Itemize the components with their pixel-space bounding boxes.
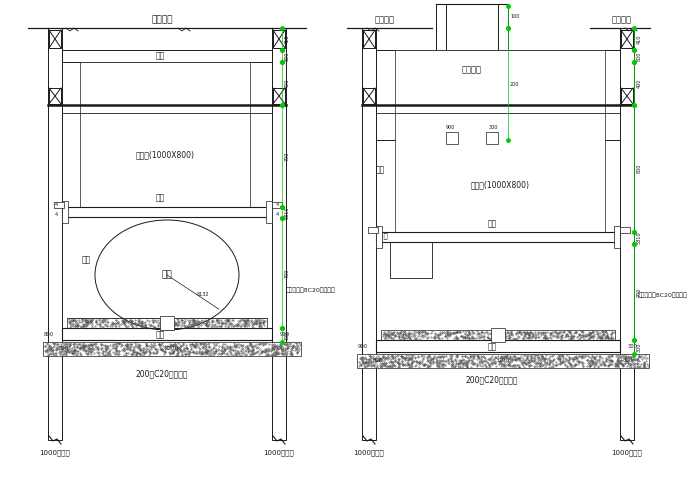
Bar [273,88,285,104]
Bar [376,232,620,242]
Bar [357,354,649,368]
Bar [621,30,633,48]
Text: 800: 800 [285,51,290,61]
Text: 700: 700 [637,287,642,297]
Text: 6132: 6132 [197,292,209,297]
Bar [62,201,68,223]
Text: 顶板: 顶板 [155,52,164,61]
Text: 自然地面: 自然地面 [151,15,173,24]
Text: 中板: 中板 [155,193,164,202]
Text: 底板: 底板 [487,342,497,351]
Text: 900: 900 [280,331,290,336]
Text: 侧墙: 侧墙 [376,166,386,174]
Text: 900: 900 [358,343,368,348]
Bar [49,88,61,104]
Bar [446,132,458,144]
Bar [272,202,282,208]
Bar [498,4,508,140]
Text: 800: 800 [44,331,54,336]
Bar [273,30,285,48]
Bar [395,50,605,232]
Text: 400: 400 [285,79,290,88]
Bar [363,88,375,104]
Text: 410: 410 [637,34,642,44]
Text: 200: 200 [510,82,520,86]
Text: 400: 400 [637,79,642,88]
Text: 200厚C20素砼垫层: 200厚C20素砼垫层 [466,376,518,385]
Text: 侧墙: 侧墙 [82,255,91,264]
Bar [62,207,272,217]
Bar [390,242,432,278]
Bar [621,88,633,104]
Text: 700: 700 [285,268,290,278]
Bar [48,28,62,440]
Text: 500: 500 [59,346,69,351]
Text: 800: 800 [637,51,642,61]
Bar [266,201,272,223]
Text: 1000厚地墙: 1000厚地墙 [264,450,294,456]
Bar [436,4,446,140]
Text: 300: 300 [285,331,290,339]
Text: 集水井: 集水井 [375,233,388,239]
Text: 700: 700 [285,151,290,161]
Text: 300: 300 [628,343,638,348]
Bar [272,28,286,440]
Bar [614,226,620,248]
Bar [62,328,272,340]
Bar [49,30,61,48]
Text: 1000厚地墙: 1000厚地墙 [39,450,70,456]
Text: 自然地面: 自然地面 [612,15,632,24]
Text: 4: 4 [276,201,279,206]
Text: 500: 500 [275,346,285,351]
Bar [620,227,630,233]
Text: 800: 800 [623,358,633,363]
Text: 支撑梁(1000X800): 支撑梁(1000X800) [471,180,529,189]
Text: 底板: 底板 [155,331,164,339]
Text: 800: 800 [373,358,383,363]
Text: 5810: 5810 [285,206,290,219]
Bar [363,30,375,48]
Text: 800: 800 [637,164,642,173]
Bar [491,328,505,342]
Text: 5200: 5200 [165,346,179,351]
Bar [368,227,378,233]
Text: 410: 410 [285,34,290,44]
Text: 1000厚地墙: 1000厚地墙 [612,450,643,456]
Text: 300: 300 [637,342,642,352]
Text: 5810: 5810 [637,232,642,244]
Bar [160,316,174,330]
Bar [54,202,64,208]
Bar [381,330,615,340]
Text: 100: 100 [510,13,520,18]
Text: 运营风井: 运营风井 [462,66,482,75]
Text: 3200: 3200 [496,358,510,363]
Text: 中板: 中板 [487,219,497,228]
Bar [43,342,301,356]
Bar [376,340,620,352]
Bar [376,226,382,248]
Text: 拆掉完成后8C20素砼回填: 拆掉完成后8C20素砼回填 [286,287,336,293]
Text: 4: 4 [55,213,58,218]
Bar [62,50,272,62]
Text: 1000厚地墙: 1000厚地墙 [354,450,384,456]
Bar [67,318,267,328]
Text: 4: 4 [55,201,58,206]
Text: 900: 900 [446,125,455,130]
Text: 支撑梁(1000X800): 支撑梁(1000X800) [135,151,194,160]
Text: 200厚C20素砼垫层: 200厚C20素砼垫层 [135,369,188,379]
Bar [486,132,498,144]
Bar [620,28,634,440]
Text: 拆掉完成后8C20素砼回填: 拆掉完成后8C20素砼回填 [638,292,688,298]
Text: 4: 4 [276,213,279,218]
Bar [80,62,250,207]
Text: 300: 300 [489,125,498,130]
Text: 自然地面: 自然地面 [375,15,395,24]
Text: 洞门: 洞门 [162,270,172,279]
Bar [362,28,376,440]
